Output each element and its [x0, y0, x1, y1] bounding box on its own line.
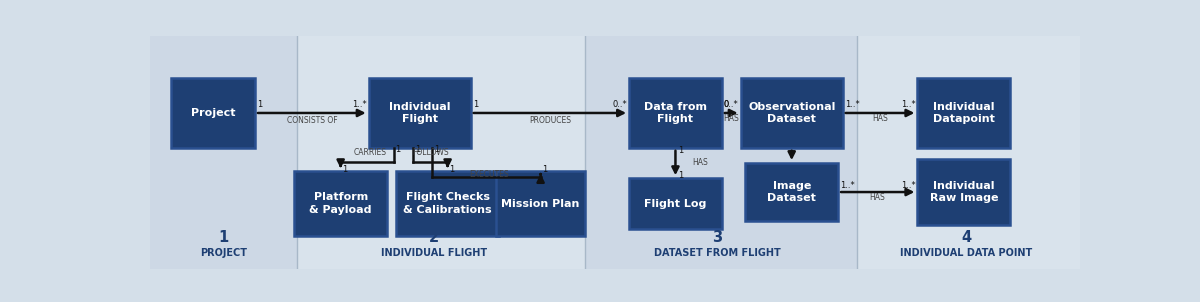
Bar	[857, 36, 1080, 269]
Text: 1..*: 1..*	[352, 100, 367, 109]
FancyBboxPatch shape	[172, 78, 256, 148]
Text: 0: 0	[724, 100, 730, 109]
Text: EXECUTES: EXECUTES	[469, 170, 509, 179]
FancyBboxPatch shape	[917, 78, 1010, 148]
Text: 1: 1	[218, 230, 228, 245]
FancyBboxPatch shape	[740, 78, 842, 148]
Text: Observational
Dataset: Observational Dataset	[748, 101, 835, 124]
FancyBboxPatch shape	[917, 159, 1010, 225]
Text: Individual
Flight: Individual Flight	[389, 101, 450, 124]
FancyBboxPatch shape	[629, 178, 722, 229]
Text: 1: 1	[433, 145, 439, 153]
Bar	[586, 36, 857, 269]
Text: 4: 4	[961, 230, 972, 245]
Text: Mission Plan: Mission Plan	[502, 199, 580, 209]
Text: DATASET FROM FLIGHT: DATASET FROM FLIGHT	[654, 248, 781, 258]
Text: 1..*: 1..*	[901, 181, 916, 190]
Text: 1: 1	[678, 146, 684, 155]
Text: 2: 2	[428, 230, 439, 245]
FancyBboxPatch shape	[629, 78, 722, 148]
Text: CARRIES: CARRIES	[354, 148, 386, 157]
FancyBboxPatch shape	[745, 163, 838, 221]
Text: 1..*: 1..*	[840, 181, 854, 190]
Text: Individual
Raw Image: Individual Raw Image	[930, 181, 998, 204]
Bar	[296, 36, 586, 269]
Text: Image
Dataset: Image Dataset	[767, 181, 816, 204]
Text: Flight Checks
& Calibrations: Flight Checks & Calibrations	[403, 192, 492, 215]
Text: 1: 1	[450, 165, 455, 174]
Text: PROJECT: PROJECT	[200, 248, 247, 258]
Text: 1: 1	[542, 165, 547, 174]
Text: 1: 1	[257, 100, 262, 109]
Text: Data from
Flight: Data from Flight	[644, 101, 707, 124]
Text: 3: 3	[713, 230, 722, 245]
Text: 1: 1	[396, 145, 401, 153]
FancyBboxPatch shape	[368, 78, 470, 148]
Text: 0..*: 0..*	[612, 100, 628, 109]
Text: 1..*: 1..*	[901, 100, 916, 109]
Text: HAS: HAS	[724, 114, 739, 123]
Text: Platform
& Payload: Platform & Payload	[310, 192, 372, 215]
Text: 0..*: 0..*	[724, 100, 739, 109]
Text: 1..*: 1..*	[845, 100, 859, 109]
Text: Project: Project	[191, 108, 235, 118]
Bar	[150, 36, 296, 269]
Text: INDIVIDUAL DATA POINT: INDIVIDUAL DATA POINT	[900, 248, 1033, 258]
Text: 1: 1	[342, 165, 348, 174]
FancyBboxPatch shape	[497, 171, 584, 236]
Text: Individual
Datapoint: Individual Datapoint	[932, 101, 995, 124]
Text: 1: 1	[415, 145, 420, 153]
Text: Flight Log: Flight Log	[644, 199, 707, 209]
Text: FOLLOWS: FOLLOWS	[413, 148, 449, 157]
Text: 1: 1	[678, 171, 684, 180]
Text: CONSISTS OF: CONSISTS OF	[287, 116, 337, 125]
FancyBboxPatch shape	[396, 171, 499, 236]
Text: PRODUCES: PRODUCES	[529, 116, 571, 125]
Text: INDIVIDUAL FLIGHT: INDIVIDUAL FLIGHT	[380, 248, 487, 258]
Text: 1: 1	[473, 100, 478, 109]
Text: HAS: HAS	[692, 159, 708, 168]
Text: HAS: HAS	[869, 193, 886, 202]
FancyBboxPatch shape	[294, 171, 388, 236]
Text: HAS: HAS	[872, 114, 888, 123]
